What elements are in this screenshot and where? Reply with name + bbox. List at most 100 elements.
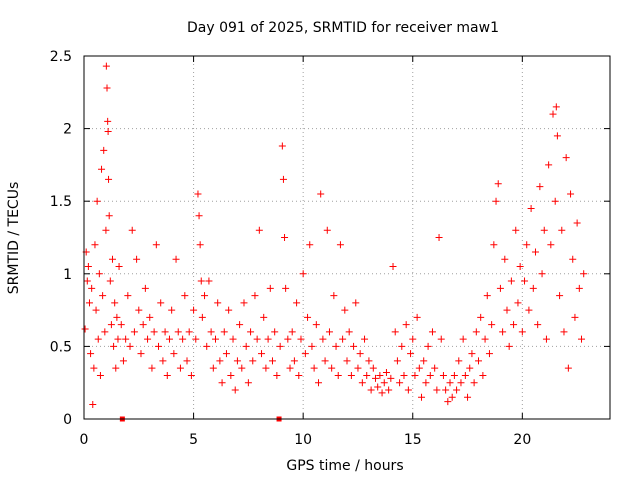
data-point [253,335,261,343]
data-point [415,364,423,372]
data-point [150,328,158,336]
data-point [117,321,125,329]
data-point [402,321,410,329]
data-point [103,84,111,92]
data-point [325,328,333,336]
data-point [216,357,224,365]
data-points [81,62,588,408]
data-point [299,270,307,278]
data-point [404,386,412,394]
data-point [98,165,106,173]
data-point [163,371,171,379]
data-point [84,263,92,271]
data-point [393,357,401,365]
data-point [464,393,472,401]
data-point [518,328,526,336]
data-point [371,374,379,382]
data-point [249,357,257,365]
data-point [91,241,99,249]
data-point [185,328,193,336]
data-point [93,197,101,205]
data-point [444,398,452,406]
data-point [201,292,209,300]
data-point [273,371,281,379]
data-point [332,342,340,350]
y-tick-label: 2 [63,122,72,138]
data-point [485,350,493,358]
data-point [358,379,366,387]
axis-ticks: 0 5 10 15 20 0 0.5 1 1.5 2 2.5 [50,49,610,448]
data-point [264,335,272,343]
data-point [514,299,522,307]
data-point [407,350,415,358]
data-point [420,357,428,365]
data-point [115,263,123,271]
data-point [450,371,458,379]
data-point [310,364,318,372]
data-point [137,350,145,358]
data-point [382,369,390,377]
y-axis-label: SRMTID / TECUs [6,182,22,295]
data-point [236,321,244,329]
data-point [276,342,284,350]
data-point [293,299,301,307]
data-point [481,335,489,343]
data-point [492,197,500,205]
data-point [268,357,276,365]
data-point [378,389,386,397]
data-point [418,393,426,401]
data-point [553,132,561,140]
data-point [112,364,120,372]
data-point [490,241,498,249]
data-point [89,400,97,408]
data-point [428,328,436,336]
data-point [527,204,535,212]
data-point [455,357,463,365]
data-point [297,335,305,343]
data-point [376,371,384,379]
data-point [83,277,91,285]
data-point [496,284,504,292]
data-point [92,306,100,314]
data-point [426,371,434,379]
data-point [361,335,369,343]
data-point [105,212,113,220]
data-point [350,342,358,350]
data-point [209,364,217,372]
data-point [468,350,476,358]
data-point [238,364,246,372]
data-point [580,270,588,278]
data-point [354,364,362,372]
data-point [198,313,206,321]
data-point [400,371,408,379]
data-point [374,383,382,391]
data-point [244,379,252,387]
y-tick-label: 1.5 [50,194,72,210]
data-point [564,364,572,372]
data-point [288,328,296,336]
data-point [424,342,432,350]
data-point [187,371,195,379]
data-point [172,255,180,263]
y-tick-label: 0 [63,412,72,428]
data-point [345,328,353,336]
data-point [549,110,557,118]
data-point [174,328,182,336]
data-point [295,371,303,379]
data-point [128,226,136,234]
data-point [551,197,559,205]
data-point [114,335,122,343]
data-point [347,371,355,379]
data-point [413,313,421,321]
data-point [315,379,323,387]
data-point [146,313,154,321]
grid-lines [84,56,610,419]
data-point [343,357,351,365]
data-point [488,321,496,329]
data-point [190,306,198,314]
data-point [218,379,226,387]
data-point [255,226,263,234]
data-point [133,255,141,263]
data-point [119,357,127,365]
